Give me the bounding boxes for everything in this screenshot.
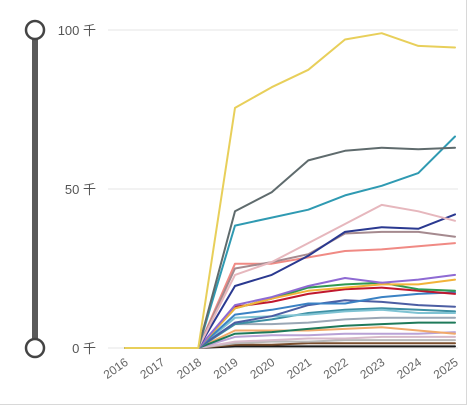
y-axis-ticks: 0 千 50 千 100 千 xyxy=(58,23,96,356)
slider-handle-max[interactable] xyxy=(24,19,46,41)
x-tick-label: 2025 xyxy=(431,355,461,382)
x-tick-label: 2017 xyxy=(137,355,167,382)
range-slider[interactable] xyxy=(24,19,46,359)
x-tick-label: 2024 xyxy=(394,355,424,382)
x-tick-label: 2020 xyxy=(247,355,277,382)
x-tick-label: 2016 xyxy=(101,355,131,382)
slider-handle-min[interactable] xyxy=(24,337,46,359)
series-line xyxy=(124,203,456,349)
series-lines xyxy=(124,32,456,349)
y-tick-label: 100 千 xyxy=(58,23,96,38)
y-tick-label: 50 千 xyxy=(65,182,96,197)
x-tick-label: 2021 xyxy=(284,355,314,382)
y-tick-label: 0 千 xyxy=(72,341,96,356)
x-tick-label: 2022 xyxy=(321,355,351,382)
x-axis-ticks: 2016 2017 2018 2019 2020 2021 2022 2023 2024 2025 xyxy=(101,355,461,382)
x-tick-label: 2023 xyxy=(357,355,387,382)
series-line xyxy=(124,32,456,349)
x-tick-label: 2019 xyxy=(211,355,241,382)
x-tick-label: 2018 xyxy=(174,355,204,382)
